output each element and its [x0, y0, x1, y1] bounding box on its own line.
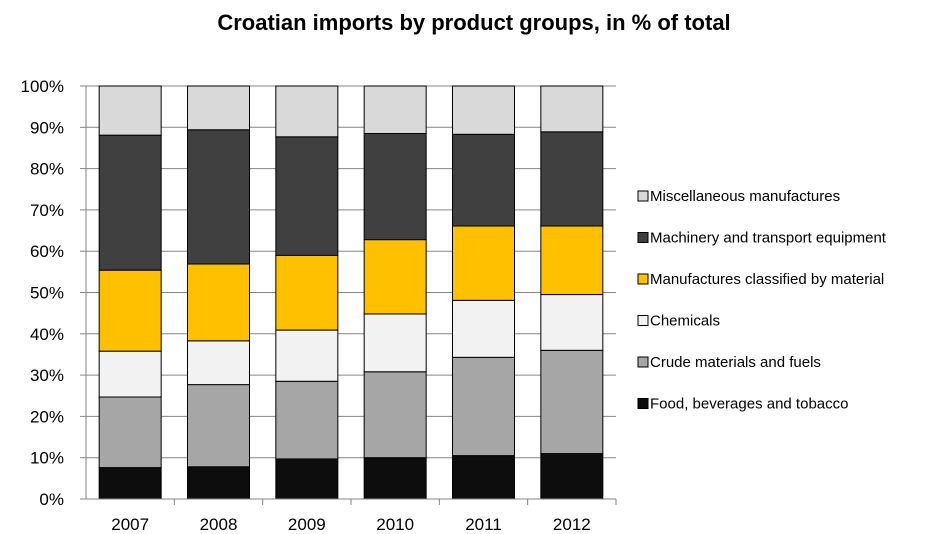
bar-segment: [540, 131, 604, 227]
bars: [98, 85, 604, 500]
y-tick-label: 0%: [39, 490, 64, 509]
bar-group-2009: [275, 85, 339, 500]
legend-item: Chemicals: [637, 313, 720, 330]
x-tick-label: 2012: [553, 515, 591, 534]
y-tick-label: 90%: [30, 118, 64, 137]
legend-swatch: [637, 232, 649, 243]
bar-segment: [452, 455, 515, 500]
y-tick-label: 100%: [21, 77, 64, 96]
bar-segment: [187, 129, 250, 265]
bar-segment: [98, 467, 162, 500]
x-tick-label: 2007: [111, 515, 149, 534]
x-tick-label: 2009: [288, 515, 326, 534]
x-tick-label: 2011: [465, 515, 502, 534]
y-tick-label: 70%: [30, 201, 64, 220]
legend-item: Food, beverages and tobacco: [637, 396, 848, 413]
bar-segment: [187, 340, 250, 386]
bar-segment: [363, 313, 427, 373]
x-tick-label: 2008: [200, 515, 238, 534]
legend-item: Machinery and transport equipment: [637, 230, 887, 247]
bar-segment: [187, 384, 250, 468]
bar-segment: [275, 329, 339, 382]
bar-segment: [452, 356, 515, 457]
bar-segment: [98, 269, 162, 352]
legend-swatch: [637, 398, 649, 409]
bar-segment: [187, 466, 250, 500]
legend-label: Machinery and transport equipment: [650, 230, 887, 247]
bar-segment: [275, 136, 339, 256]
bar-segment: [98, 134, 162, 271]
bar-segment: [275, 380, 339, 460]
y-tick-label: 30%: [30, 366, 64, 385]
bar-segment: [452, 299, 515, 358]
y-tick-label: 40%: [30, 325, 64, 344]
bar-segment: [452, 225, 515, 301]
legend-item: Manufactures classified by material: [637, 271, 884, 288]
bar-segment: [363, 239, 427, 315]
bar-group-2008: [187, 85, 250, 500]
legend-swatch: [637, 315, 649, 326]
legend-item: Miscellaneous manufactures: [637, 188, 840, 205]
bar-segment: [98, 85, 162, 136]
legend-label: Manufactures classified by material: [650, 271, 884, 288]
legend-item: Crude materials and fuels: [637, 354, 821, 371]
bar-segment: [540, 225, 604, 296]
bar-segment: [452, 85, 515, 135]
bar-group-2011: [452, 85, 515, 500]
gridlines: [80, 85, 616, 500]
y-tick-labels: 0% 10% 20% 30% 40% 50% 60% 70% 80% 90% 100%: [21, 77, 64, 509]
bar-segment: [187, 85, 250, 131]
bar-segment: [540, 294, 604, 351]
legend-label: Miscellaneous manufactures: [650, 188, 840, 205]
legend: Miscellaneous manufactures Machinery and …: [637, 188, 887, 413]
y-tick-label: 50%: [30, 284, 64, 303]
bar-group-2012: [540, 85, 604, 500]
bar-segment: [363, 85, 427, 134]
legend-swatch: [637, 273, 649, 285]
bar-segment: [187, 263, 250, 342]
y-tick-label: 10%: [30, 449, 64, 468]
x-tick-label: 2010: [376, 515, 414, 534]
bar-segment: [540, 453, 604, 500]
bar-segment: [540, 85, 604, 133]
chart-title: Croatian imports by product groups, in %…: [217, 10, 730, 35]
bar-segment: [275, 458, 339, 500]
bar-segment: [363, 371, 427, 459]
bar-group-2007: [98, 85, 162, 500]
legend-label: Crude materials and fuels: [650, 354, 821, 371]
bar-group-2010: [363, 85, 427, 500]
bar-segment: [275, 254, 339, 331]
y-tick-label: 20%: [30, 407, 64, 426]
x-tick-labels: 2007 2008 2009 2010 2011 2012: [111, 515, 590, 534]
bar-segment: [275, 85, 339, 138]
axes: [85, 86, 617, 505]
y-tick-label: 60%: [30, 242, 64, 261]
y-tick-label: 80%: [30, 160, 64, 179]
bar-segment: [98, 350, 162, 398]
legend-swatch: [637, 190, 649, 202]
legend-swatch: [637, 356, 649, 368]
legend-label: Food, beverages and tobacco: [650, 396, 848, 413]
legend-label: Chemicals: [650, 313, 720, 330]
bar-segment: [363, 457, 427, 500]
bar-segment: [540, 349, 604, 455]
bar-segment: [363, 132, 427, 241]
bar-segment: [98, 396, 162, 469]
bar-segment: [452, 133, 515, 227]
